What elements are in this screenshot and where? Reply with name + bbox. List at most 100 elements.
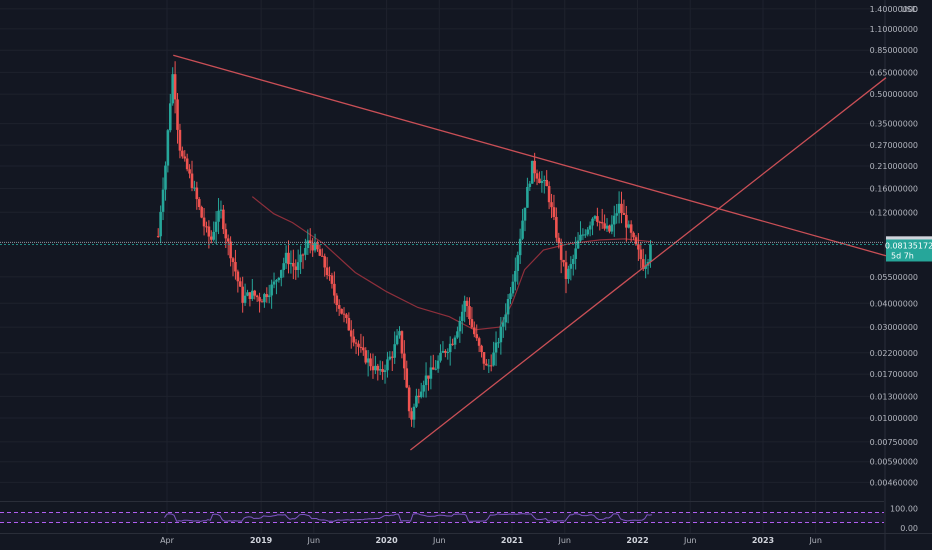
candle-body (323, 256, 327, 268)
candle-body (178, 129, 182, 151)
candle-body (434, 368, 438, 370)
candle-body (306, 240, 310, 249)
candle-body (357, 343, 360, 347)
trendline-lower[interactable] (410, 77, 887, 451)
y-tick-label: 0.05500000 (870, 273, 918, 282)
candle-body (506, 298, 510, 315)
trendline-upper[interactable] (173, 54, 887, 257)
candle-body (226, 238, 230, 242)
candle-body (492, 352, 495, 366)
candle-body (419, 391, 423, 398)
candle-body (552, 207, 556, 217)
candle-body (376, 365, 380, 371)
candle-body (446, 352, 450, 354)
candle-body (586, 229, 590, 235)
candle-body (241, 286, 244, 303)
y-tick-label: 0.01000000 (870, 414, 918, 423)
candle-body (603, 223, 606, 229)
time-axis[interactable]: Apr 2019 Jun 2020 Jun 2021 Jun 2022 Jun 2023 Jun (160, 536, 822, 545)
trendlines-layer[interactable] (173, 54, 887, 451)
candle-body (555, 216, 558, 238)
candle-body (238, 281, 242, 287)
candle-body (207, 226, 211, 237)
candle-body (639, 249, 643, 260)
candle-body (468, 306, 471, 320)
candle-body (424, 375, 428, 386)
candle-body (255, 295, 259, 298)
y-tick-label: 0.00750000 (870, 438, 918, 447)
candle-body (608, 225, 611, 232)
candle-body (615, 213, 618, 216)
candle-body (279, 270, 283, 278)
currency-label: USD (901, 5, 918, 14)
candle-body (535, 173, 539, 179)
candle-body (562, 259, 565, 263)
candle-body (292, 262, 295, 267)
indicator-pane[interactable]: 100.00 0.00 (0, 505, 918, 534)
candle-body (422, 385, 425, 392)
candle-body (427, 375, 430, 379)
candle-body (600, 222, 604, 224)
candle-body (538, 178, 541, 183)
candle-body (236, 271, 240, 282)
candle-body (161, 189, 165, 212)
candle-body (289, 262, 293, 265)
candle-body (304, 248, 307, 255)
candle-body (171, 74, 174, 104)
candle-body (311, 243, 314, 251)
candle-body (429, 367, 433, 379)
candle-body (282, 263, 285, 271)
candle-body (277, 277, 281, 281)
candle-body (528, 183, 532, 187)
y-tick-label: 0.35000000 (870, 120, 918, 129)
candle-body (514, 270, 517, 282)
candle-body (412, 406, 416, 420)
candle-body (354, 342, 358, 344)
candle-body (371, 366, 375, 371)
candle-body (489, 365, 493, 367)
candle-body (253, 290, 257, 296)
candle-body (197, 199, 201, 208)
y-tick-label: 0.00590000 (870, 458, 918, 467)
price-axis[interactable]: USD 1.40000000 1.10000000 0.85000000 0.6500… (870, 5, 918, 487)
candle-body (436, 360, 440, 369)
y-tick-label: 0.03000000 (870, 323, 918, 332)
candle-body (185, 158, 189, 170)
candle-body (337, 305, 341, 309)
candle-body (632, 232, 635, 238)
candle-body (229, 241, 232, 259)
price-lines-layer (0, 241, 884, 245)
candle-body (251, 290, 254, 299)
candle-body (533, 160, 536, 174)
y-tick-label: 0.27000000 (870, 141, 918, 150)
candle-body (509, 293, 512, 299)
candle-body (299, 254, 302, 263)
candle-body (417, 395, 421, 398)
candle-body (477, 338, 481, 346)
candlestick-series (156, 61, 652, 428)
candle-body (222, 209, 225, 230)
candle-body (564, 262, 568, 279)
candle-body (195, 187, 199, 200)
candle-body (164, 165, 167, 190)
moving-average-line (251, 196, 653, 331)
candle-body (504, 314, 507, 323)
candle-body (234, 261, 237, 272)
candle-body (403, 353, 406, 369)
candle-body (313, 243, 317, 251)
candle-body (352, 336, 355, 343)
candle-body (415, 395, 418, 407)
candle-body (501, 322, 505, 327)
candle-body (202, 217, 206, 227)
y-tick-label: 0.01300000 (870, 392, 918, 401)
candle-body (333, 283, 336, 296)
candle-body (366, 358, 370, 363)
candle-body (349, 330, 353, 337)
candle-body (588, 225, 592, 230)
candle-body (347, 317, 351, 331)
candle-body (243, 295, 247, 303)
candle-body (398, 331, 401, 336)
